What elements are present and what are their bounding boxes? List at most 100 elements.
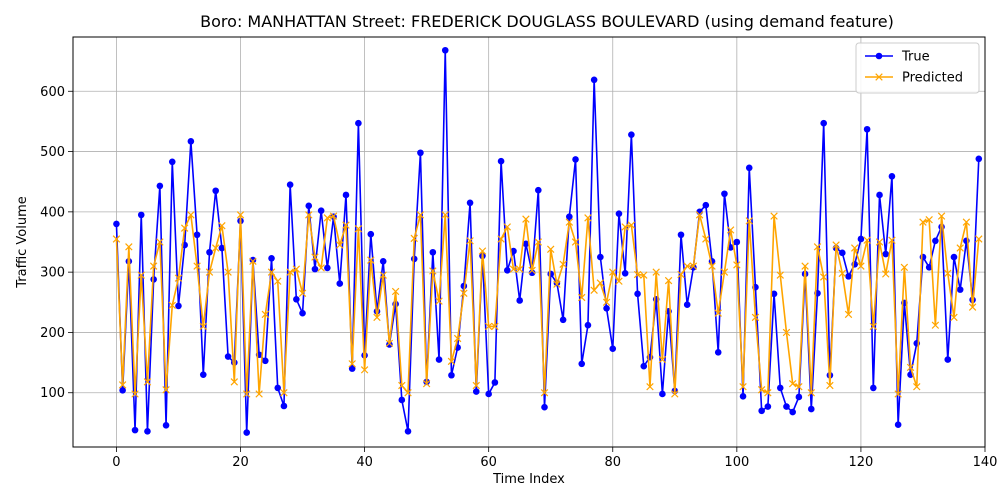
data-point-true (578, 360, 586, 368)
data-point-true (162, 421, 170, 429)
data-point-predicted (398, 381, 406, 390)
data-point-true (882, 250, 890, 258)
data-point-predicted (311, 253, 319, 261)
data-point-predicted (863, 236, 871, 244)
data-point-predicted (435, 297, 443, 305)
data-point-predicted (844, 310, 853, 319)
data-point-true (764, 403, 772, 410)
data-point-true (113, 220, 120, 228)
data-point-predicted (677, 270, 685, 279)
data-point-predicted (695, 211, 704, 219)
data-point-predicted (602, 298, 611, 307)
data-point-predicted (410, 234, 418, 243)
data-point-predicted (689, 262, 698, 270)
data-point-predicted (739, 382, 747, 391)
data-point-predicted (540, 389, 549, 397)
data-point-predicted (671, 390, 679, 398)
data-point-predicted (764, 389, 772, 397)
data-point-predicted (882, 270, 890, 278)
data-point-true (187, 138, 195, 145)
data-point-predicted (832, 241, 840, 249)
y-axis-label: Traffic Volume (15, 196, 30, 289)
data-point-predicted (478, 247, 487, 255)
data-point-predicted (497, 235, 505, 243)
data-point-predicted (466, 237, 474, 245)
data-point-predicted (726, 226, 735, 234)
data-point-predicted (422, 379, 431, 388)
data-point-predicted (137, 271, 145, 279)
data-point-predicted (447, 357, 456, 366)
data-point-true (683, 301, 691, 309)
data-point-predicted (795, 382, 803, 391)
data-point-true (144, 428, 151, 435)
data-point-true (870, 384, 877, 392)
data-point-predicted (745, 217, 753, 225)
data-point-predicted (211, 244, 220, 252)
data-point-predicted (534, 238, 543, 246)
data-point-true (417, 149, 424, 157)
data-point-predicted (571, 238, 580, 246)
data-point-true (714, 349, 722, 356)
data-point-predicted (664, 276, 673, 285)
data-point-true (348, 365, 356, 372)
data-point-true (845, 273, 852, 280)
data-point-predicted (373, 313, 381, 322)
data-point-true (268, 254, 275, 262)
data-point-true (807, 405, 815, 413)
data-point-predicted (472, 381, 480, 390)
data-point-true (932, 237, 939, 245)
data-point-predicted (336, 241, 344, 249)
data-point-predicted (522, 215, 530, 223)
data-point-predicted (652, 268, 660, 276)
data-point-predicted (975, 235, 983, 243)
data-point-predicted (596, 279, 605, 287)
data-point-true (603, 305, 610, 312)
data-point-true (355, 119, 362, 127)
data-point-true (758, 407, 765, 415)
data-point-predicted (298, 289, 307, 297)
data-point-predicted (249, 257, 257, 266)
data-point-predicted (360, 366, 369, 374)
data-point-true (615, 210, 623, 217)
data-point-true (770, 290, 778, 298)
data-point-true (342, 191, 350, 199)
data-point-true (293, 295, 300, 303)
data-point-true (559, 316, 567, 324)
data-point-true (609, 345, 617, 353)
x-tick-label: 40 (356, 455, 373, 470)
data-point-predicted (751, 313, 760, 322)
data-point-true (956, 286, 964, 293)
data-point-true (435, 356, 443, 363)
data-point-predicted (292, 265, 301, 273)
data-point-predicted (906, 363, 915, 372)
data-point-predicted (937, 212, 946, 220)
data-point-true (212, 187, 219, 195)
data-point-true (218, 244, 226, 252)
legend-label-true: True (901, 50, 930, 65)
data-point-predicted (224, 268, 232, 276)
data-point-true (863, 125, 871, 133)
data-point-predicted (187, 211, 195, 219)
data-point-predicted (143, 378, 152, 386)
y-tick-label: 600 (40, 85, 65, 100)
data-point-true (429, 248, 437, 256)
data-point-predicted (261, 310, 270, 319)
data-point-true (597, 253, 604, 261)
data-point-predicted (838, 269, 847, 278)
data-point-true (894, 421, 902, 428)
data-point-true (535, 186, 542, 194)
data-point-predicted (453, 334, 462, 343)
data-point-true (621, 270, 629, 277)
data-point-predicted (280, 389, 288, 397)
data-point-true (156, 182, 164, 190)
x-tick-label: 80 (604, 455, 621, 470)
data-point-predicted (329, 212, 338, 220)
data-point-true (280, 402, 288, 410)
data-point-true (466, 199, 474, 207)
legend-marker-predicted (875, 73, 883, 81)
data-point-true (286, 181, 294, 189)
data-point-predicted (788, 379, 797, 388)
data-point-predicted (342, 221, 350, 229)
x-tick-label: 60 (480, 455, 497, 470)
data-point-true (398, 396, 406, 404)
